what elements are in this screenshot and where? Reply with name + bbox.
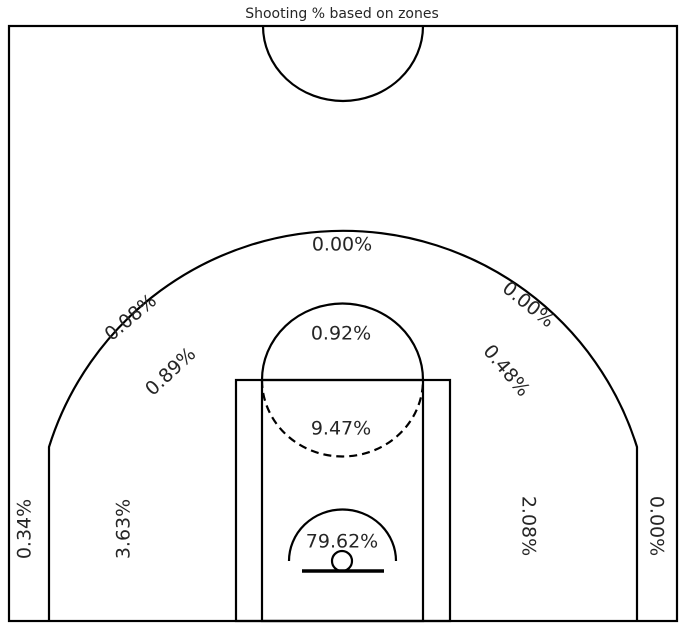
- center-circle-arc: [261, 25, 425, 103]
- free-throw-arc-bottom: [260, 379, 425, 458]
- restricted-area-arc: [287, 508, 398, 562]
- court-lines: [7, 24, 679, 623]
- three-point-line: [47, 229, 639, 621]
- free-throw-arc-top: [260, 302, 425, 381]
- zone-label-mid-range-top-key: 0.92%: [311, 323, 371, 345]
- zone-label-mid-range-left-wing: 0.89%: [141, 343, 200, 400]
- hoop: [330, 549, 354, 573]
- zone-label-paint-non-ra: 9.47%: [311, 418, 371, 440]
- chart-title: Shooting % based on zones: [245, 6, 439, 22]
- zone-label-right-corner-three: 0.00%: [646, 496, 668, 556]
- zone-label-top-key-three: 0.00%: [312, 234, 372, 256]
- zone-label-left-wing-three: 0.08%: [100, 290, 160, 346]
- zone-label-mid-range-right-wing: 0.48%: [479, 340, 535, 400]
- lane-inner: [260, 378, 425, 623]
- lane-outer: [234, 378, 452, 623]
- zone-label-mid-range-left-baseline: 3.63%: [113, 499, 135, 559]
- zone-label-left-corner-three: 0.34%: [14, 499, 36, 559]
- zone-label-restricted-area: 79.62%: [306, 531, 378, 553]
- zone-label-mid-range-right-baseline: 2.08%: [518, 496, 540, 556]
- zone-label-right-wing-three: 0.00%: [498, 277, 559, 332]
